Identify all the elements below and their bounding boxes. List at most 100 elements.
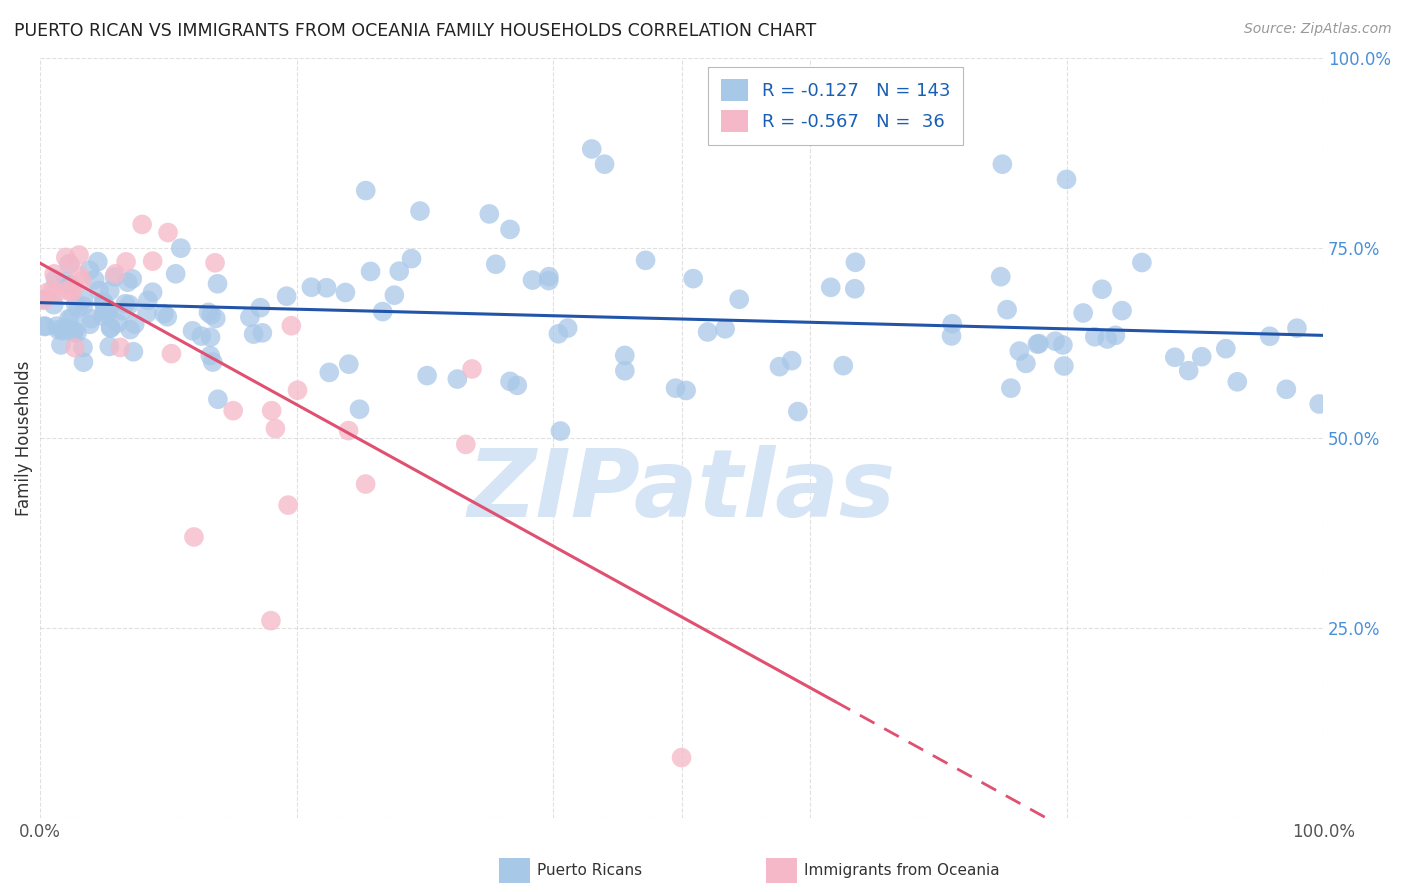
Point	[42, 283, 65, 297]
Point	[42, 298, 65, 312]
Point	[65, 298, 87, 312]
Point	[170, 241, 193, 255]
Point	[1091, 282, 1114, 296]
Point	[728, 292, 751, 306]
Point	[42, 267, 65, 281]
Point	[207, 277, 229, 291]
Point	[941, 329, 963, 343]
Point	[156, 310, 179, 324]
Point	[103, 270, 125, 285]
Point	[80, 311, 103, 326]
Point	[52, 324, 75, 338]
Point	[557, 321, 579, 335]
Point	[157, 226, 180, 240]
Point	[34, 319, 56, 334]
Point	[1226, 375, 1249, 389]
Point	[58, 257, 80, 271]
Point	[1052, 338, 1074, 352]
Point	[136, 306, 159, 320]
Point	[371, 304, 394, 318]
Point	[696, 325, 718, 339]
Point	[72, 293, 94, 307]
Point	[242, 327, 264, 342]
Point	[1191, 350, 1213, 364]
Point	[299, 280, 322, 294]
Point	[260, 403, 283, 417]
Point	[55, 275, 77, 289]
Point	[59, 257, 82, 271]
Point	[117, 275, 139, 289]
Point	[499, 375, 522, 389]
Point	[34, 293, 56, 308]
Point	[204, 256, 226, 270]
Point	[165, 267, 187, 281]
Point	[768, 359, 790, 374]
Point	[547, 326, 569, 341]
Point	[56, 284, 79, 298]
Point	[1008, 344, 1031, 359]
Point	[72, 355, 94, 369]
Point	[995, 302, 1018, 317]
Point	[499, 222, 522, 236]
Point	[844, 282, 866, 296]
Point	[1177, 364, 1199, 378]
Point	[120, 323, 142, 337]
Point	[239, 310, 262, 325]
Point	[59, 323, 82, 337]
Point	[100, 320, 122, 334]
Point	[613, 364, 636, 378]
Point	[59, 278, 82, 293]
Point	[264, 421, 287, 435]
Point	[118, 297, 141, 311]
Point	[461, 362, 484, 376]
Point	[318, 365, 340, 379]
Point	[200, 330, 222, 344]
Point	[1056, 172, 1078, 186]
Point	[181, 324, 204, 338]
Point	[122, 344, 145, 359]
Point	[58, 311, 80, 326]
Point	[260, 614, 283, 628]
Point	[114, 297, 136, 311]
Point	[675, 384, 697, 398]
Point	[1104, 328, 1126, 343]
Point	[388, 264, 411, 278]
Point	[55, 251, 77, 265]
Point	[110, 341, 132, 355]
Point	[79, 263, 101, 277]
Point	[682, 271, 704, 285]
Point	[34, 318, 56, 333]
Point	[1285, 321, 1308, 335]
Text: Puerto Ricans: Puerto Ricans	[537, 863, 643, 878]
Point	[335, 285, 357, 300]
Point	[446, 372, 468, 386]
Point	[664, 381, 686, 395]
Point	[1258, 329, 1281, 343]
Point	[581, 142, 603, 156]
Point	[506, 378, 529, 392]
Point	[63, 324, 86, 338]
Point	[60, 311, 83, 326]
Point	[1071, 306, 1094, 320]
Point	[249, 301, 271, 315]
Point	[832, 359, 855, 373]
Point	[1130, 255, 1153, 269]
Point	[63, 341, 86, 355]
Point	[409, 204, 432, 219]
Point	[1111, 303, 1133, 318]
Point	[91, 309, 114, 323]
Point	[31, 293, 53, 307]
Point	[416, 368, 439, 383]
Point	[315, 281, 337, 295]
Point	[593, 157, 616, 171]
Point	[160, 346, 183, 360]
Point	[131, 218, 153, 232]
Point	[190, 329, 212, 343]
Point	[79, 318, 101, 332]
Text: Immigrants from Oceania: Immigrants from Oceania	[804, 863, 1000, 878]
Point	[107, 316, 129, 330]
Point	[115, 255, 138, 269]
Point	[46, 322, 69, 336]
Point	[671, 750, 693, 764]
Point	[97, 304, 120, 318]
